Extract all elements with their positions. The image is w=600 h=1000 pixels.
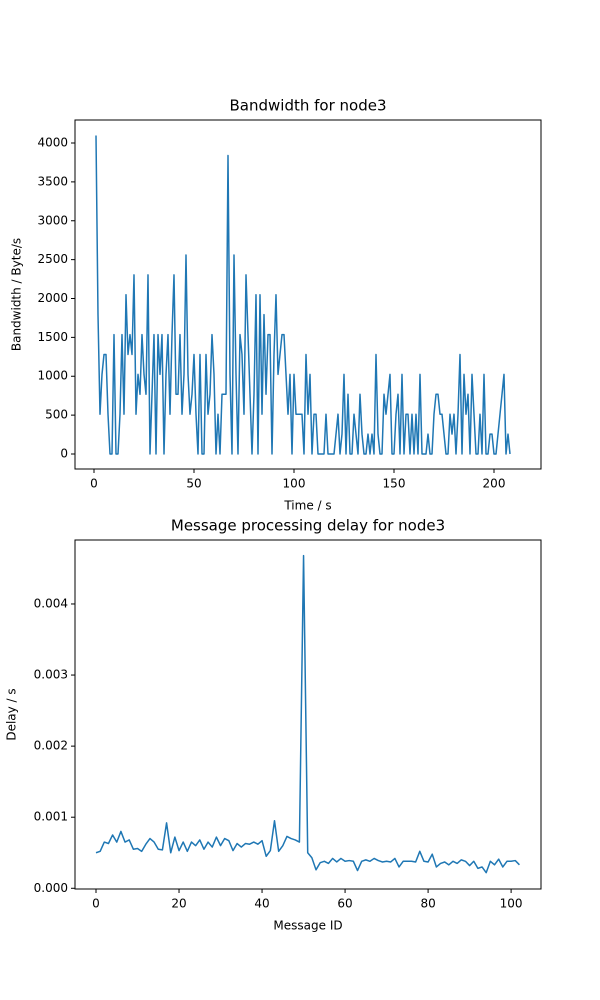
y-tick-label: 0 — [60, 446, 68, 460]
x-tick-label: 150 — [383, 477, 406, 491]
y-tick-label: 3000 — [37, 213, 68, 227]
y-axis-label: Delay / s — [5, 688, 19, 740]
x-tick-label: 0 — [90, 477, 98, 491]
y-tick-label: 0.003 — [34, 668, 68, 682]
data-line — [95, 554, 520, 874]
y-tick-label: 0.004 — [34, 596, 68, 610]
y-tick-label: 0.001 — [34, 810, 68, 824]
data-line — [95, 135, 511, 455]
y-tick-label: 0.002 — [34, 739, 68, 753]
chart-title: Message processing delay for node3 — [171, 517, 445, 535]
y-tick-label: 2000 — [37, 291, 68, 305]
y-tick-label: 3500 — [37, 174, 68, 188]
y-tick-label: 4000 — [37, 136, 68, 150]
y-tick-label: 1000 — [37, 369, 68, 383]
x-tick-label: 20 — [171, 897, 186, 911]
y-tick-label: 500 — [45, 408, 68, 422]
x-axis-label: Message ID — [273, 919, 342, 933]
plot-frame — [74, 539, 542, 890]
y-axis-label: Bandwidth / Byte/s — [10, 238, 24, 351]
x-tick-label: 60 — [337, 897, 352, 911]
chart-title: Bandwidth for node3 — [230, 97, 387, 115]
y-tick-label: 1500 — [37, 330, 68, 344]
x-tick-label: 50 — [186, 477, 201, 491]
x-tick-label: 100 — [283, 477, 306, 491]
x-axis-label: Time / s — [283, 499, 331, 513]
x-tick-label: 100 — [500, 897, 523, 911]
y-tick-label: 0.000 — [34, 881, 68, 895]
x-tick-label: 40 — [254, 897, 269, 911]
plot-frame — [74, 119, 542, 470]
x-tick-label: 200 — [483, 477, 506, 491]
x-tick-label: 80 — [420, 897, 435, 911]
x-tick-label: 0 — [92, 897, 100, 911]
y-tick-label: 2500 — [37, 252, 68, 266]
